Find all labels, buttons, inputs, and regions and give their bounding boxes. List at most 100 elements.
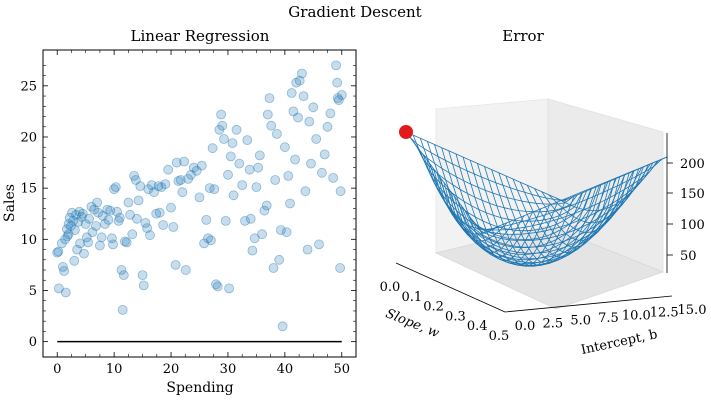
scatter-point: [306, 158, 316, 169]
scatter-points: [52, 60, 347, 332]
surface-wire-w: [534, 170, 634, 241]
scatter-point: [288, 106, 299, 117]
scatter-point: [149, 187, 159, 198]
scatter-point: [121, 237, 132, 248]
y-tick-label: 20: [20, 130, 37, 145]
slope-tick-label: 0.0: [380, 280, 401, 295]
scatter-point: [325, 108, 336, 119]
scatter-point: [281, 227, 292, 238]
scatter-point: [96, 232, 107, 243]
scatter-point: [60, 234, 71, 245]
scatter-point: [135, 181, 146, 192]
scatter-point: [204, 183, 215, 194]
scatter-point: [52, 247, 63, 258]
scatter-point: [249, 233, 260, 244]
scatter-point: [133, 195, 144, 206]
intercept-tick-label: 2.5: [542, 316, 563, 331]
scatter-point: [110, 182, 121, 193]
scatter-point: [87, 227, 98, 238]
scatter-point: [261, 200, 272, 211]
scatter-point: [63, 229, 74, 240]
scatter-point: [217, 120, 228, 131]
scatter-point: [179, 156, 190, 167]
scatter-point: [290, 154, 301, 165]
scatter-point: [209, 184, 220, 195]
scatter-point: [268, 263, 279, 273]
scatter-point: [293, 112, 303, 123]
y-tick-label: 15: [20, 182, 37, 197]
scatter-point: [199, 238, 210, 249]
scatter-point: [83, 237, 93, 248]
scatter-point: [116, 265, 127, 275]
scatter-point: [108, 239, 118, 250]
slope-tick-label: 0.1: [401, 290, 422, 305]
scatter-point: [298, 91, 309, 101]
x-tick-label: 0: [53, 362, 61, 377]
scatter-point: [220, 215, 231, 226]
scatter-point: [146, 180, 157, 191]
surface-wire-w: [505, 175, 601, 262]
scatter-point: [117, 304, 128, 315]
scatter-point: [264, 93, 275, 103]
intercept-tick-label: 12.5: [650, 306, 679, 321]
slope-tick-label: 0.4: [467, 319, 488, 334]
scatter-point: [234, 158, 245, 169]
scatter-point: [166, 202, 176, 213]
scatter-point: [73, 216, 84, 227]
scatter-point: [180, 265, 191, 275]
scatter-point: [228, 190, 239, 201]
surface-wire-w: [526, 174, 626, 248]
scatter-point: [257, 229, 268, 240]
x-tick-label: 40: [277, 362, 294, 377]
scatter-point: [244, 164, 255, 175]
scatter-point: [237, 180, 248, 191]
scatter-point: [102, 204, 113, 215]
surface-wire-w: [562, 156, 668, 202]
scatter-point: [137, 270, 148, 281]
scatter-point: [291, 77, 302, 88]
scatter-point: [103, 214, 114, 225]
intercept-axis-line: [504, 295, 673, 313]
scatter-point: [77, 208, 88, 219]
x-tick-label: 20: [163, 362, 180, 377]
intercept-tick-label: 7.5: [598, 311, 619, 326]
scatter-point: [91, 221, 101, 231]
scatter-point: [105, 205, 116, 216]
scatter-point: [140, 217, 151, 228]
scatter-point: [253, 162, 264, 173]
surface-wire-w: [484, 166, 575, 267]
scatter-point: [107, 233, 117, 244]
scatter-point: [188, 162, 199, 173]
scatter-point: [160, 179, 171, 190]
scatter-point: [69, 255, 80, 266]
intercept-tick-label: 5.0: [570, 314, 591, 329]
surface-wire-b: [464, 166, 644, 248]
y-tick-label: 25: [20, 79, 37, 94]
current-point-marker: [399, 125, 413, 139]
scatter-point: [156, 182, 167, 193]
surface-ylabel: Intercept, b: [580, 327, 659, 358]
scatter-point: [201, 214, 212, 225]
scatter-point: [62, 231, 73, 242]
surface-subplot: Error 0.00.10.20.30.40.50.0 2.5 5.0 7.5 10.0…: [380, 27, 707, 358]
intercept-tick-label: 10.0: [622, 308, 651, 323]
scatter-point: [277, 321, 288, 332]
scatter-point: [97, 210, 108, 221]
x-tick-label: 30: [220, 362, 237, 377]
scatter-point: [294, 75, 305, 86]
scatter-point: [112, 206, 122, 217]
surface-ticks: 0.00.10.20.30.40.50.0 2.5 5.0 7.5 10.012.515…: [380, 157, 707, 344]
surface-mesh: [405, 131, 668, 267]
surface-wire-w: [512, 178, 609, 258]
scatter-point: [286, 88, 297, 98]
scatter-point: [194, 192, 205, 203]
scatter-point: [53, 246, 64, 257]
figure-suptitle: Gradient Descent: [288, 3, 421, 21]
slope-axis-line: [395, 262, 506, 313]
surface-wire-b: [467, 164, 649, 242]
scatter-point: [302, 244, 313, 255]
scatter-point: [114, 212, 125, 223]
x-tick-label: 10: [106, 362, 123, 377]
scatter-point: [275, 225, 286, 236]
scatter-point: [279, 142, 290, 153]
